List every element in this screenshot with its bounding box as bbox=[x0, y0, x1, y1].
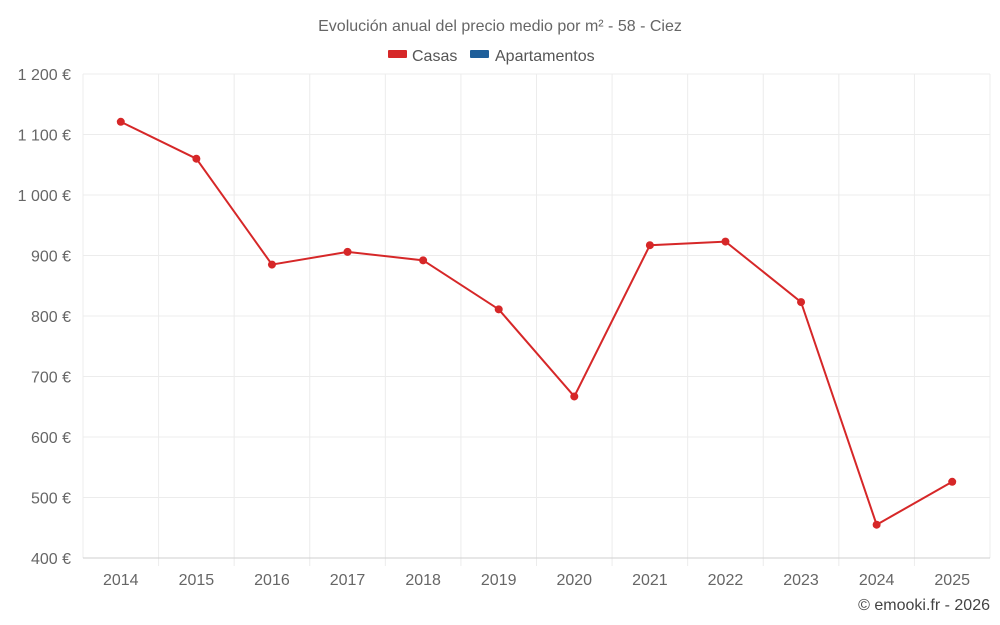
y-tick-label: 700 € bbox=[31, 370, 71, 387]
y-tick-label: 400 € bbox=[31, 551, 71, 568]
data-point-casas[interactable] bbox=[192, 154, 201, 163]
y-tick-label: 1 200 € bbox=[18, 67, 71, 84]
x-tick-label: 2022 bbox=[708, 572, 744, 589]
data-point-casas[interactable] bbox=[872, 520, 881, 529]
data-point-casas[interactable] bbox=[948, 477, 957, 486]
x-tick-label: 2025 bbox=[934, 572, 970, 589]
y-tick-label: 500 € bbox=[31, 491, 71, 508]
credit-text: © emooki.fr - 2026 bbox=[858, 597, 990, 614]
x-tick-label: 2021 bbox=[632, 572, 668, 589]
data-point-casas[interactable] bbox=[494, 305, 503, 314]
y-tick-label: 1 100 € bbox=[18, 128, 71, 145]
series-casas bbox=[116, 117, 957, 529]
legend-swatch-casas[interactable] bbox=[388, 50, 407, 58]
y-tick-label: 1 000 € bbox=[18, 188, 71, 205]
data-point-casas[interactable] bbox=[721, 237, 730, 246]
legend-swatch-apartamentos[interactable] bbox=[470, 50, 489, 58]
data-point-casas[interactable] bbox=[570, 392, 579, 401]
data-point-casas[interactable] bbox=[343, 247, 352, 256]
x-tick-label: 2016 bbox=[254, 572, 290, 589]
y-axis-ticks: 400 € 500 € 600 € 700 € 800 € 900 € 1 000 € 1 1… bbox=[18, 67, 71, 568]
data-point-casas[interactable] bbox=[797, 298, 806, 307]
data-point-casas[interactable] bbox=[645, 241, 654, 250]
x-tick-label: 2023 bbox=[783, 572, 819, 589]
legend-label-casas[interactable]: Casas bbox=[412, 48, 457, 65]
legend: Casas Apartamentos bbox=[388, 48, 595, 65]
y-tick-label: 600 € bbox=[31, 430, 71, 447]
x-tick-label: 2019 bbox=[481, 572, 517, 589]
x-tick-label: 2015 bbox=[179, 572, 215, 589]
data-point-casas[interactable] bbox=[116, 117, 125, 126]
x-tick-label: 2014 bbox=[103, 572, 139, 589]
data-point-casas[interactable] bbox=[419, 256, 428, 265]
x-tick-label: 2020 bbox=[556, 572, 592, 589]
x-tick-label: 2018 bbox=[405, 572, 441, 589]
data-point-casas[interactable] bbox=[267, 260, 276, 269]
x-gridlines bbox=[82, 74, 991, 566]
x-axis-ticks: 2014 2015 2016 2017 2018 2019 2020 2021 2022 2023… bbox=[103, 572, 970, 589]
series-line-casas bbox=[120, 120, 953, 527]
y-tick-label: 900 € bbox=[31, 249, 71, 266]
legend-label-apartamentos[interactable]: Apartamentos bbox=[495, 48, 595, 65]
chart-title: Evolución anual del precio medio por m² … bbox=[318, 18, 682, 35]
x-tick-label: 2017 bbox=[330, 572, 366, 589]
x-tick-label: 2024 bbox=[859, 572, 895, 589]
y-tick-label: 800 € bbox=[31, 309, 71, 326]
